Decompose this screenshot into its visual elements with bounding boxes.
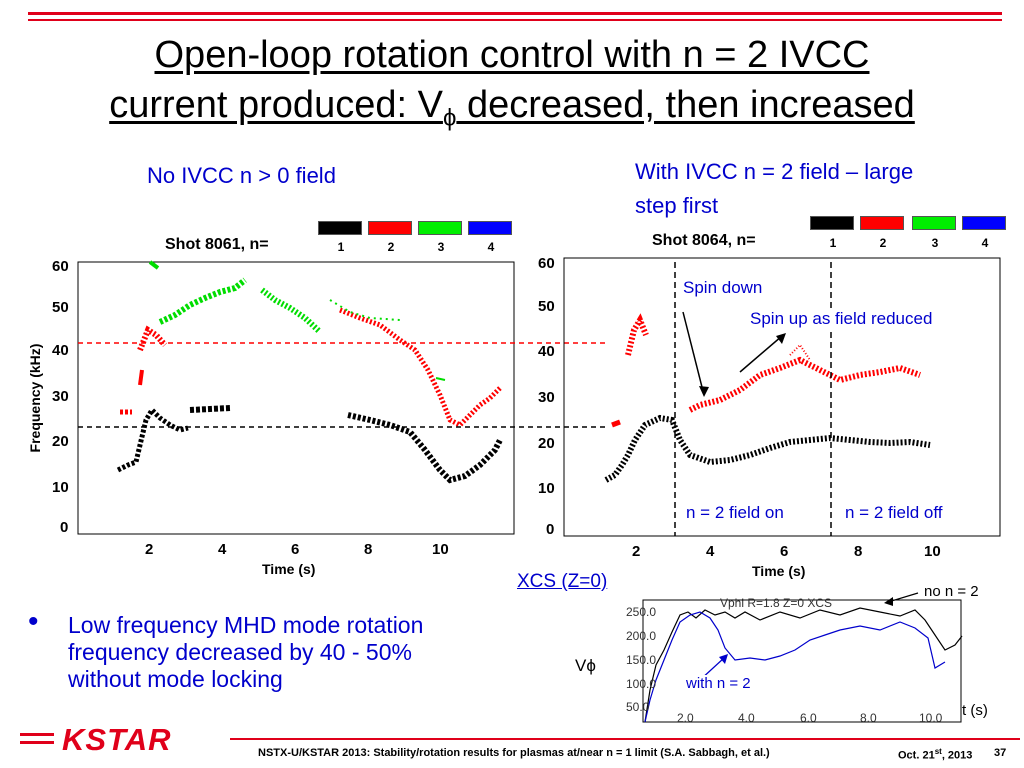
left-xtick: 4 — [218, 541, 227, 558]
left-xtick: 2 — [145, 541, 154, 558]
right-xtick: 2 — [632, 543, 641, 560]
legend-num-3: 3 — [437, 240, 445, 254]
right-ytick: 10 — [538, 480, 555, 497]
right-caption-line1: With IVCC n = 2 field – large — [635, 159, 914, 184]
legend-swatch-3 — [418, 221, 462, 235]
left-caption: No IVCC n > 0 field — [147, 163, 336, 188]
legend-swatch-1 — [810, 216, 854, 230]
bullet-line-2: frequency decreased by 40 - 50% — [68, 639, 412, 665]
right-xtick: 6 — [780, 543, 789, 560]
left-xlabel: Time (s) — [262, 561, 316, 577]
right-shot-label: Shot 8064, n= — [652, 232, 756, 249]
left-ytick: 40 — [52, 342, 69, 359]
inset-title: Vphi R=1.8 Z=0 XCS — [720, 596, 833, 610]
inset-ytick: 100.0 — [626, 677, 657, 691]
left-ytick: 50 — [52, 299, 69, 316]
left-xtick: 8 — [364, 541, 373, 558]
annot-field-off: n = 2 field off — [845, 503, 943, 523]
left-ytick: 20 — [52, 433, 69, 450]
inset-xlabel: t (s) — [962, 702, 988, 719]
legend-num-1: 1 — [829, 236, 837, 250]
right-xtick: 10 — [924, 543, 941, 560]
right-ytick: 50 — [538, 298, 555, 315]
right-xtick: 8 — [854, 543, 863, 560]
inset-ytick: 200.0 — [626, 629, 657, 643]
annot-spin-down: Spin down — [683, 278, 763, 298]
annot-field-on: n = 2 field on — [686, 503, 784, 523]
legend-num-2: 2 — [387, 240, 395, 254]
inset-xtick: 2.0 — [677, 711, 694, 725]
inset-ylabel: Vϕ — [575, 656, 596, 675]
right-caption-line2: step first — [635, 193, 719, 218]
left-ytick: 10 — [52, 479, 69, 496]
legend-swatch-2 — [368, 221, 412, 235]
inset-xtick: 8.0 — [860, 711, 877, 725]
footer-date: Oct. 21st, 2013 — [898, 747, 973, 762]
right-ytick: 0 — [546, 521, 555, 538]
legend-num-4: 4 — [981, 236, 989, 250]
label-with-n2: with n = 2 — [686, 675, 751, 692]
slide-title-line2: current produced: Vϕ decreased, then inc… — [109, 84, 915, 132]
footer-citation: NSTX-U/KSTAR 2013: Stability/rotation re… — [258, 747, 770, 759]
footer-rule — [230, 738, 1020, 740]
left-ytick: 0 — [60, 519, 69, 536]
inset-ytick: 150.0 — [626, 653, 657, 667]
xcs-link[interactable]: XCS (Z=0) — [517, 571, 608, 592]
right-ytick: 30 — [538, 389, 555, 406]
slide-title-line1: Open-loop rotation control with n = 2 IV… — [154, 34, 870, 76]
inset-xtick: 6.0 — [800, 711, 817, 725]
legend-swatch-2 — [860, 216, 904, 230]
legend-num-1: 1 — [337, 240, 345, 254]
right-xlabel: Time (s) — [752, 563, 806, 579]
legend-swatch-3 — [912, 216, 956, 230]
footer-logo-bar — [20, 741, 54, 744]
left-ytick: 30 — [52, 388, 69, 405]
bullet-line-1: Low frequency MHD mode rotation — [68, 612, 424, 638]
right-ytick: 60 — [538, 255, 555, 272]
annot-spin-up: Spin up as field reduced — [750, 309, 933, 329]
inset-xtick: 4.0 — [738, 711, 755, 725]
legend-swatch-1 — [318, 221, 362, 235]
legend-num-2: 2 — [879, 236, 887, 250]
right-xtick: 4 — [706, 543, 715, 560]
bullet-line-3: without mode locking — [68, 666, 283, 692]
top-rule-thin — [28, 19, 1002, 21]
inset-xtick: 10.0 — [919, 711, 943, 725]
label-no-n2: no n = 2 — [924, 583, 979, 600]
page-number: 37 — [994, 747, 1007, 759]
left-xtick: 10 — [432, 541, 449, 558]
inset-ytick: 50.0 — [626, 700, 650, 714]
legend-num-3: 3 — [931, 236, 939, 250]
inset-ytick: 250.0 — [626, 605, 657, 619]
legend-swatch-4 — [468, 221, 512, 235]
footer-logo-bar — [20, 733, 54, 736]
legend-num-4: 4 — [487, 240, 495, 254]
legend-swatch-4 — [962, 216, 1006, 230]
top-rule — [28, 12, 1002, 15]
left-xtick: 6 — [291, 541, 300, 558]
kstar-logo: KSTAR — [62, 722, 172, 757]
left-shot-label: Shot 8061, n= — [165, 236, 269, 253]
bullet-marker: • — [28, 605, 39, 638]
right-ytick: 20 — [538, 435, 555, 452]
right-ytick: 40 — [538, 343, 555, 360]
left-ytick: 60 — [52, 258, 69, 275]
